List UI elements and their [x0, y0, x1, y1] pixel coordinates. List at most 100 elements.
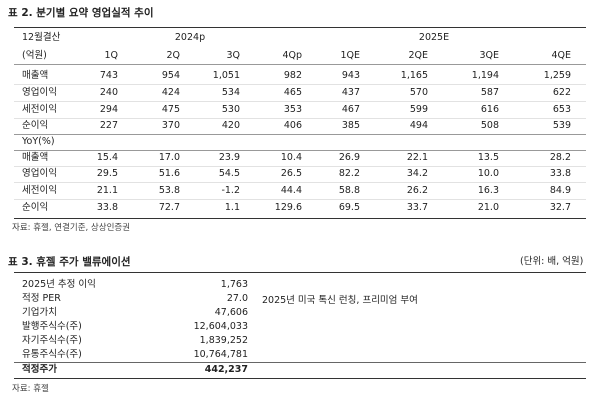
source: 자료: 휴젤, 연결기준, 상상인증권	[12, 223, 131, 233]
header-cell: 2QE	[408, 50, 428, 61]
cell: 570	[409, 87, 428, 98]
cell: 1,259	[543, 70, 571, 81]
cell: 743	[99, 70, 118, 81]
header-cell: 3QE	[479, 50, 499, 61]
cell: 227	[99, 120, 118, 131]
rule	[14, 378, 586, 379]
cell: 587	[480, 87, 499, 98]
cell: 33.8	[549, 168, 571, 179]
cell: 33.7	[406, 202, 428, 213]
cell: 12,604,033	[193, 321, 248, 332]
cell: 47,606	[214, 307, 248, 318]
row-label: 영업이익	[22, 87, 57, 98]
row-label: 매출액	[22, 70, 49, 81]
cell: 27.0	[226, 293, 248, 304]
header-cell: 1QE	[340, 50, 360, 61]
row-label: 적정주가	[22, 364, 57, 375]
header-cell: 2Q	[166, 50, 180, 61]
cell: 954	[161, 70, 180, 81]
rule	[14, 27, 586, 28]
cell: 21.0	[477, 202, 499, 213]
cell: 44.4	[280, 185, 302, 196]
header-group: 2025E	[418, 32, 450, 43]
cell: 599	[409, 104, 428, 115]
table-title: 표 2. 분기별 요약 영업실적 추이	[8, 7, 154, 19]
cell: 10.0	[477, 168, 499, 179]
header-cell: (억원)	[22, 50, 47, 61]
cell: 1,051	[212, 70, 240, 81]
row-label: 순이익	[22, 202, 49, 213]
header-cell: 1Q	[104, 50, 118, 61]
cell: 10,764,781	[193, 349, 248, 360]
cell: 982	[283, 70, 302, 81]
header-cell: 12월결산	[22, 32, 61, 43]
row-label: 2025년 추정 이익	[22, 279, 96, 290]
cell: 13.5	[477, 152, 499, 163]
cell: 420	[221, 120, 240, 131]
cell: 58.8	[338, 185, 360, 196]
cell: 1,763	[220, 279, 248, 290]
table-title: 표 3. 휴젤 주가 밸류에이션	[8, 256, 131, 268]
row-label: 세전이익	[22, 185, 57, 196]
row-label: 적정 PER	[22, 293, 61, 304]
cell: 1,839,252	[199, 335, 248, 346]
cell: 406	[283, 120, 302, 131]
rule	[14, 362, 586, 363]
cell: 943	[341, 70, 360, 81]
rule	[14, 64, 586, 65]
rule	[14, 101, 586, 102]
cell: 32.7	[549, 202, 571, 213]
rule	[14, 272, 586, 273]
rule	[14, 182, 586, 183]
cell: 353	[283, 104, 302, 115]
cell: 442,237	[204, 364, 248, 375]
cell: 26.9	[338, 152, 360, 163]
rule	[14, 84, 586, 85]
cell: 21.1	[96, 185, 118, 196]
row-label: 순이익	[22, 120, 49, 131]
row-label: 세전이익	[22, 104, 57, 115]
unit: (단위: 배, 억원)	[520, 256, 584, 267]
cell: 494	[409, 120, 428, 131]
cell: 424	[161, 87, 180, 98]
row-label: 발행주식수(주)	[22, 321, 82, 332]
rule	[14, 118, 586, 119]
row-label: 매출액	[22, 152, 49, 163]
cell: 616	[480, 104, 499, 115]
cell: 26.5	[280, 168, 302, 179]
source: 자료: 휴젤	[12, 384, 49, 394]
cell: 370	[161, 120, 180, 131]
header-group: 2024p	[174, 32, 206, 43]
note: 2025년 미국 톡신 런칭, 프리미엄 부여	[262, 295, 418, 306]
cell: 539	[552, 120, 571, 131]
cell: 34.2	[406, 168, 428, 179]
row-label: 자기주식수(주)	[22, 335, 82, 346]
cell: 534	[221, 87, 240, 98]
cell: 10.4	[280, 152, 302, 163]
cell: 437	[341, 87, 360, 98]
cell: 17.0	[158, 152, 180, 163]
cell: 16.3	[477, 185, 499, 196]
cell: 129.6	[274, 202, 302, 213]
cell: -1.2	[221, 185, 240, 196]
cell: 82.2	[338, 168, 360, 179]
cell: 385	[341, 120, 360, 131]
cell: 622	[552, 87, 571, 98]
row-label: 유통주식수(주)	[22, 349, 82, 360]
header-cell: 3Q	[226, 50, 240, 61]
cell: 15.4	[96, 152, 118, 163]
cell: 1,165	[400, 70, 428, 81]
cell: 51.6	[158, 168, 180, 179]
header-cell: 4Qp	[282, 50, 302, 61]
cell: 1,194	[471, 70, 499, 81]
row-label: 기업가치	[22, 307, 57, 318]
row-label: 영업이익	[22, 168, 57, 179]
cell: 54.5	[218, 168, 240, 179]
cell: 33.8	[96, 202, 118, 213]
cell: 22.1	[406, 152, 428, 163]
cell: 69.5	[338, 202, 360, 213]
cell: 28.2	[549, 152, 571, 163]
cell: 240	[99, 87, 118, 98]
cell: 72.7	[158, 202, 180, 213]
